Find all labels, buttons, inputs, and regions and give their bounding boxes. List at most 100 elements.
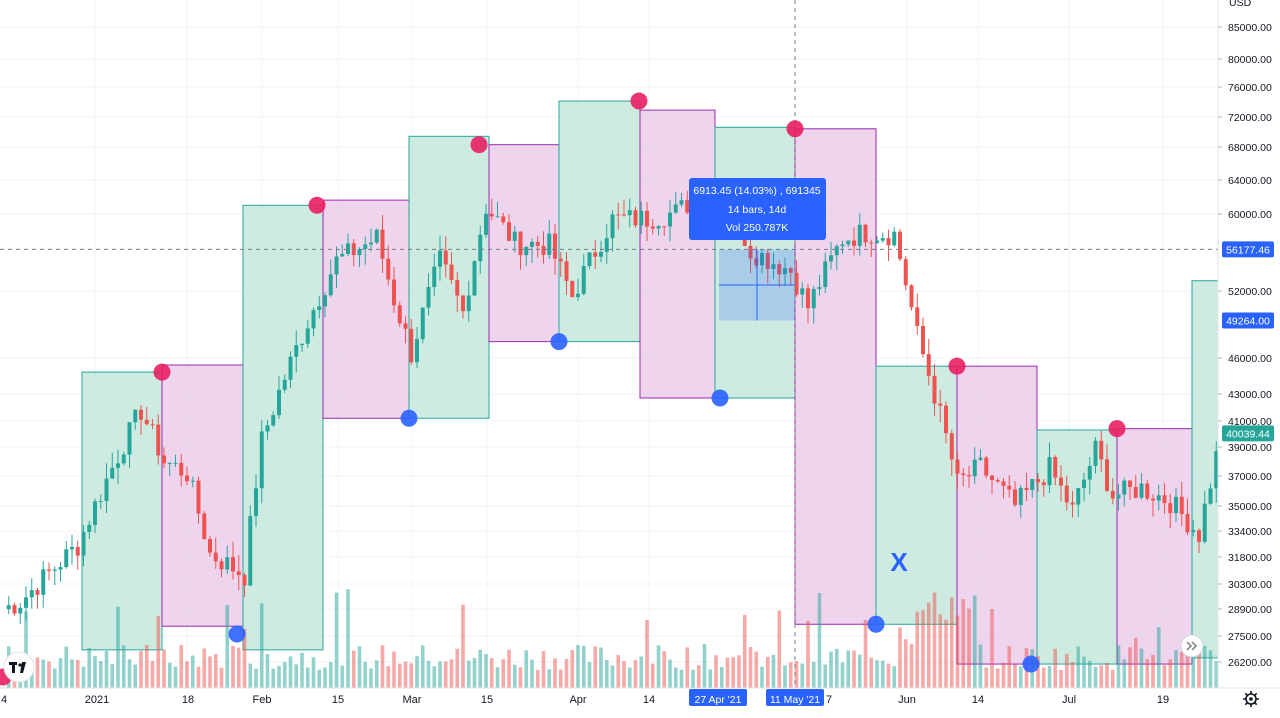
- candle-up: [18, 607, 23, 614]
- volume-bar: [875, 660, 879, 688]
- candle-down: [1105, 459, 1109, 491]
- volume-bar: [288, 656, 293, 688]
- candle-up: [823, 261, 828, 288]
- swing-low-dot: [711, 389, 729, 407]
- volume-bar: [668, 659, 672, 688]
- candle-down: [489, 213, 494, 217]
- candle-up: [317, 306, 322, 311]
- volume-bar: [1047, 665, 1052, 688]
- volume-bar: [403, 661, 408, 688]
- double-chevron-right-icon: [1186, 641, 1198, 651]
- volume-bar: [248, 663, 253, 688]
- volume-bar: [593, 646, 598, 688]
- swing-high-dot: [1108, 420, 1126, 438]
- candle-up: [133, 409, 138, 423]
- candle-down: [541, 245, 546, 255]
- candle-up: [167, 462, 172, 464]
- volume-bar: [328, 662, 333, 688]
- time-badge-label: 27 Apr '21: [695, 694, 742, 706]
- candle-up: [857, 224, 862, 246]
- candle-down: [386, 258, 391, 280]
- candle-down: [162, 455, 166, 464]
- zone-down: [639, 109, 716, 399]
- price-axis[interactable]: USD 85000.00 80000.00 76000.00 72000.00 68000…: [1217, 0, 1280, 688]
- time-badge: [689, 689, 747, 706]
- price-badge-label: 40039.44: [1226, 428, 1270, 440]
- price-tick-label: 43000.00: [1228, 389, 1272, 401]
- price-tick-label: 52000.00: [1228, 286, 1272, 298]
- candle-up: [811, 289, 816, 309]
- volume-bar: [840, 662, 845, 688]
- price-tick-label: 80000.00: [1228, 54, 1272, 66]
- volume-bar: [1082, 656, 1086, 688]
- candle-down: [1053, 457, 1058, 478]
- price-tick-label: 41000.00: [1228, 416, 1272, 428]
- candle-down: [179, 462, 184, 476]
- candle-down: [921, 325, 925, 355]
- volume-bar: [719, 666, 724, 688]
- candle-up: [104, 478, 109, 501]
- scroll-to-realtime-button[interactable]: [1180, 634, 1204, 658]
- candle-up: [771, 264, 776, 269]
- volume-bar: [806, 620, 810, 688]
- time-tick-label: 2021: [85, 694, 109, 706]
- volume-bar: [1018, 666, 1023, 688]
- candle-down: [898, 231, 902, 260]
- candle-up: [656, 226, 661, 229]
- volume-bar: [415, 656, 419, 688]
- volume-bar: [64, 646, 69, 688]
- candle-down: [1036, 479, 1040, 483]
- volume-bar: [1168, 659, 1173, 688]
- volume-bar: [886, 663, 891, 688]
- gear-icon[interactable]: [1243, 691, 1259, 707]
- volume-bar: [846, 650, 851, 688]
- volume-bar: [144, 644, 149, 688]
- measure-tool[interactable]: [0, 0, 1218, 688]
- volume-bar: [213, 654, 218, 688]
- candle-up: [225, 557, 230, 570]
- time-tick-label: Jul: [1062, 694, 1076, 706]
- candle-down: [553, 233, 557, 259]
- candle-up: [472, 261, 477, 296]
- candle-up: [64, 549, 69, 568]
- volume-bar: [863, 619, 868, 688]
- candle-down: [938, 403, 943, 406]
- volume-bar: [1179, 651, 1184, 688]
- candle-down: [1001, 481, 1006, 486]
- volume-bar: [788, 662, 793, 688]
- currency-label: USD: [1229, 0, 1252, 9]
- volume-bar: [857, 654, 862, 688]
- candle-down: [903, 259, 908, 286]
- time-tick-label: Jun: [898, 694, 916, 706]
- volume-bar: [737, 655, 741, 688]
- volume-bar: [610, 665, 615, 688]
- candle-up: [972, 459, 977, 477]
- price-tick-label: 37000.00: [1228, 471, 1272, 483]
- candle-down: [1168, 503, 1173, 514]
- volume-bar: [202, 648, 207, 688]
- candle-down: [1145, 483, 1150, 499]
- volume-bar: [909, 643, 914, 688]
- volume-bar: [1041, 667, 1046, 688]
- candle-up: [357, 249, 362, 256]
- volume-bar: [748, 647, 753, 688]
- candle-up: [840, 244, 845, 247]
- swing-high-dot: [308, 196, 326, 214]
- candle-down: [75, 546, 80, 556]
- swing-high-dot: [470, 136, 488, 154]
- candle-up: [328, 274, 333, 296]
- volume-bar: [133, 664, 138, 688]
- volume-bar: [834, 648, 839, 688]
- tradingview-logo[interactable]: [3, 651, 35, 683]
- time-axis[interactable]: 4 2021 18 Feb 15 Mar 15 Apr 14 27 Apr '21 11 May '…: [0, 687, 1280, 713]
- candle-up: [277, 389, 281, 416]
- volume-bar: [558, 669, 563, 688]
- candle-down: [1162, 495, 1167, 504]
- volume-bar: [455, 648, 460, 688]
- candle-down: [518, 231, 523, 256]
- volume-bar: [87, 647, 92, 688]
- volume-bar: [495, 667, 500, 688]
- volume-bar: [524, 650, 529, 688]
